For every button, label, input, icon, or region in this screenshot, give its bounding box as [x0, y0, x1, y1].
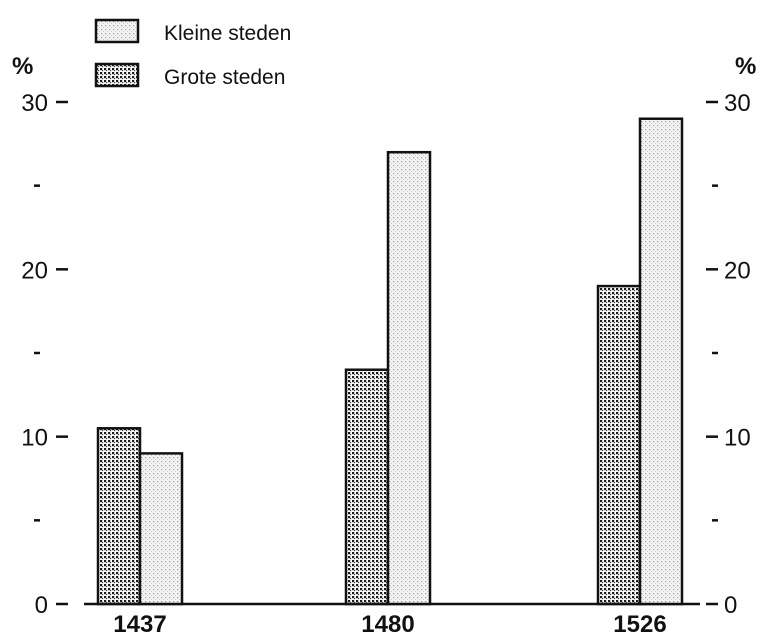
left-tick-label-0: 0 [35, 592, 48, 619]
bar-grote-steden-1480 [344, 368, 390, 606]
bar-kleine-steden-1480 [386, 150, 432, 606]
category-label-1437: 1437 [113, 611, 166, 638]
left-axis: 0 10 20 30 [21, 90, 68, 619]
left-tick-label-10: 10 [21, 425, 48, 452]
bar-grote-steden-1437 [96, 427, 142, 606]
left-axis-unit: % [12, 53, 33, 80]
right-axis-unit: % [735, 53, 756, 80]
left-tick-label-30: 30 [21, 90, 48, 117]
legend-swatch-grote-steden [94, 62, 140, 88]
category-label-1480: 1480 [361, 611, 414, 638]
right-tick-label-20: 20 [724, 257, 751, 284]
legend: Kleine steden Grote steden [94, 18, 291, 89]
right-tick-label-0: 0 [724, 592, 737, 619]
bar-kleine-steden-1437 [138, 452, 184, 606]
left-tick-label-20: 20 [21, 257, 48, 284]
right-tick-label-30: 30 [724, 90, 751, 117]
legend-label-kleine-steden: Kleine steden [164, 22, 291, 45]
category-labels: 1437 1480 1526 [113, 611, 666, 638]
legend-label-grote-steden: Grote steden [164, 66, 285, 89]
right-axis: 0 10 20 30 [706, 90, 751, 619]
bars [96, 117, 684, 606]
right-tick-label-10: 10 [724, 425, 751, 452]
category-label-1526: 1526 [613, 611, 666, 638]
bar-kleine-steden-1526 [638, 117, 684, 606]
bar-grote-steden-1526 [596, 284, 642, 606]
legend-swatch-kleine-steden [94, 18, 140, 44]
